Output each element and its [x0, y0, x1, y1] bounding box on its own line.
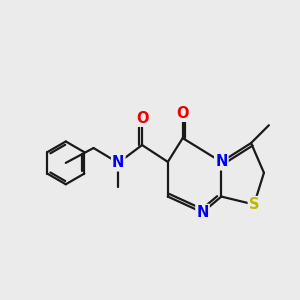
- Text: N: N: [215, 154, 227, 169]
- Text: O: O: [136, 111, 148, 126]
- Text: S: S: [249, 197, 259, 212]
- Text: O: O: [176, 106, 189, 121]
- Text: N: N: [196, 205, 209, 220]
- Text: N: N: [112, 155, 124, 170]
